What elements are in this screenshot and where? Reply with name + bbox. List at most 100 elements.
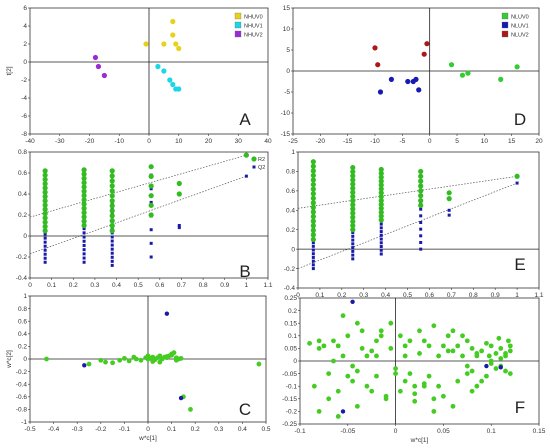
variable-point [421, 381, 427, 387]
r2-point [310, 218, 316, 224]
point-nhuv0 [161, 41, 167, 47]
variable-point [359, 328, 365, 334]
panel-letter: A [239, 110, 251, 129]
variable-point [350, 363, 355, 369]
x-tick-label: 15 [508, 138, 516, 145]
variable-point [407, 371, 413, 376]
x-tick-label: 0.4 [112, 282, 121, 289]
x-tick-label: 20 [535, 138, 543, 145]
variable-point [316, 338, 322, 344]
q2-point [351, 231, 355, 235]
r2-point [42, 228, 48, 234]
q2-point [149, 228, 153, 232]
y-tick-label: 0.2 [18, 344, 27, 351]
x-axis-label: w*c[1] [138, 435, 157, 442]
r2-point [350, 214, 356, 220]
r2-point [148, 193, 154, 199]
x-tick-label: 0 [394, 428, 398, 435]
y-tick-label: 0.4 [286, 207, 295, 214]
variable-point [488, 343, 494, 349]
q2-point [82, 243, 86, 247]
variable-point [402, 353, 408, 359]
variable-point [507, 343, 513, 349]
q2-point [149, 187, 153, 191]
variable-point [493, 351, 499, 356]
q2-point [379, 222, 383, 226]
variable-point [402, 343, 408, 349]
y-tick-label: 2 [23, 41, 27, 48]
y-tick-label: -0.25 [282, 421, 297, 428]
variable-point [488, 361, 494, 366]
x-tick-label: 0.2 [337, 292, 346, 299]
x-tick-label: 0 [296, 292, 300, 299]
variable-point [484, 340, 489, 346]
r2-point [148, 202, 154, 208]
y-tick-label: -15 [281, 131, 291, 138]
y-tick-label: -2 [21, 77, 27, 84]
response-point [164, 311, 170, 316]
x-tick-label: 0.4 [381, 292, 390, 299]
r2-point [42, 206, 48, 212]
variable-point [150, 359, 156, 364]
r2-point [109, 218, 115, 224]
variable-point [445, 348, 451, 354]
panel-letter: B [239, 262, 250, 281]
r2-point [378, 213, 384, 219]
y-tick-label: 0.4 [18, 191, 27, 198]
r2-point [350, 164, 356, 171]
x-tick-label: 10 [175, 138, 183, 145]
x-tick-label: 0.9 [491, 292, 500, 299]
r2-point [81, 184, 87, 190]
point-nluv1 [377, 89, 384, 95]
x-tick-label: 1 [245, 282, 249, 289]
variable-point [321, 343, 327, 349]
r2-point [378, 194, 384, 200]
q2-point [311, 255, 315, 259]
x-tick-label: -15 [343, 138, 353, 145]
q2-point [82, 227, 86, 231]
variable-point [316, 409, 322, 414]
x-tick-label: -0.4 [48, 426, 60, 433]
y-tick-label: -0.2 [284, 266, 296, 273]
variable-point [369, 348, 375, 354]
point-nluv2 [375, 62, 381, 68]
r2-point [310, 163, 316, 169]
r2-point [350, 169, 356, 175]
q2-point [311, 248, 315, 252]
q2-point [177, 226, 181, 230]
r2-point [378, 217, 384, 223]
variable-point [316, 346, 322, 351]
q2-point [351, 242, 355, 246]
panel-e: 0 0.1 0.2 0.3 0.4 0.5 0.6 0.7 0.8 0.9 1 1.1 1 0.8 0.6 0… [284, 149, 544, 299]
y-tick-label: 0.8 [18, 149, 27, 156]
r2-point [42, 185, 48, 191]
variable-point [145, 353, 151, 359]
legend-label: NHUV1 [244, 24, 263, 30]
r2-point [418, 197, 424, 204]
y-tick-label: -0.2 [286, 409, 298, 416]
panel-d: -25 -20 -15 -10 -5 0 5 10 15 20 15 10 5 0 -5 -10 -15 D NLU… [281, 5, 543, 145]
variable-point [86, 361, 92, 367]
legend-label: NHUV2 [244, 33, 263, 39]
response-point [178, 395, 184, 401]
legend-swatch [501, 21, 509, 29]
r2-point [310, 181, 316, 188]
variable-point [122, 355, 127, 361]
response-point [484, 363, 489, 369]
legend-swatch [501, 30, 509, 38]
point-nluv1 [405, 78, 411, 85]
variable-point [412, 391, 418, 397]
r2-point [81, 205, 87, 211]
variable-point [374, 373, 379, 379]
point-nhuv1 [155, 63, 161, 70]
point-nluv1 [416, 87, 422, 93]
y-tick-label: -0.4 [16, 381, 28, 388]
variable-point [335, 343, 341, 349]
variable-point [369, 388, 375, 394]
point-nluv1 [388, 76, 394, 82]
r2-point [42, 176, 48, 183]
q2-point [43, 232, 47, 236]
r2-point [418, 168, 424, 175]
x-tick-label: 5 [455, 138, 459, 145]
variable-point [469, 388, 475, 394]
